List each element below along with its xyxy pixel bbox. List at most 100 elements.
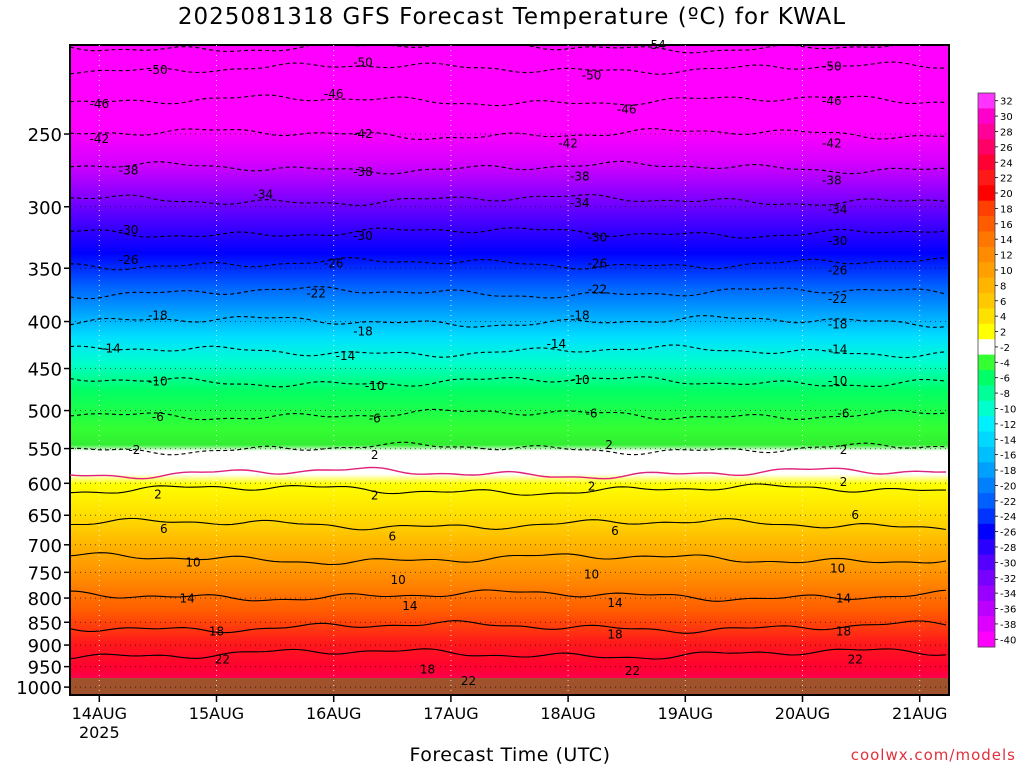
colorbar-label: -24: [1000, 512, 1016, 523]
colorbar-label: 18: [1000, 204, 1013, 215]
colorbar-label: 10: [1000, 266, 1013, 277]
contour-label: -18: [570, 309, 590, 323]
colorbar-swatch: [978, 400, 995, 417]
y-tick-label: 550: [28, 440, 62, 461]
colorbar-label: -30: [1000, 558, 1016, 569]
contour-label: -6: [369, 411, 381, 425]
isotherm-line: [70, 466, 947, 480]
colorbar-swatch: [978, 446, 995, 463]
contour-label: 6: [611, 524, 619, 538]
contour-label: -50: [582, 69, 602, 83]
contour-label: -54: [646, 38, 666, 52]
contour-label: -18: [353, 324, 373, 338]
contour-label: -18: [828, 318, 848, 332]
contour-label: -42: [558, 136, 578, 150]
colorbar-swatch: [978, 262, 995, 279]
contour-label: 18: [209, 625, 224, 639]
contour-label: -10: [828, 374, 848, 388]
contour-label: -14: [828, 342, 848, 356]
y-tick-label: 900: [28, 636, 62, 657]
contour-label: -38: [119, 164, 139, 178]
colorbar-swatch: [978, 139, 995, 156]
colorbar-label: 2: [1000, 328, 1006, 339]
contour-label: -26: [119, 253, 139, 267]
colorbar-swatch: [978, 477, 995, 494]
x-tick-label: 20AUG: [775, 704, 830, 723]
contour-label: -6: [152, 410, 164, 424]
x-tick-label: 18AUG: [540, 704, 595, 723]
colorbar-swatch: [978, 277, 995, 294]
contour-label: 14: [836, 592, 851, 606]
y-tick-label: 950: [28, 658, 62, 679]
x-axis-title: Forecast Time (UTC): [409, 744, 611, 766]
y-tick-label: 800: [28, 589, 62, 610]
colorbar-label: -28: [1000, 543, 1016, 554]
colorbar-swatch: [978, 169, 995, 186]
y-axis: 2503003504004505005506006507007508008509…: [16, 125, 70, 699]
temperature-field: [70, 45, 949, 695]
contour-label: -34: [828, 202, 848, 216]
colorbar-swatch: [978, 93, 995, 109]
colorbar-label: -40: [1000, 635, 1016, 646]
gridlines: [70, 45, 949, 695]
contour-label: -6: [838, 407, 850, 421]
contour-label: -22: [828, 292, 848, 306]
colorbar-label: 26: [1000, 143, 1013, 154]
isotherm-line: [70, 483, 947, 496]
x-tick-label: 21AUG: [892, 704, 947, 723]
colorbar-label: -4: [1000, 358, 1010, 369]
colorbar-label: -18: [1000, 466, 1016, 477]
colorbar-swatch: [978, 554, 995, 571]
contour-labels: -54 -50 -50 -50 -50 -46 -46 -46 -46 -42 -42 -42 -42 -…: [89, 38, 862, 688]
colorbar-swatch: [978, 293, 995, 309]
plot-frame: [69, 44, 950, 696]
colorbar-label: -14: [1000, 435, 1016, 446]
colorbar-swatch: [978, 108, 995, 125]
colorbar-label: 20: [1000, 189, 1013, 200]
y-tick-label: 450: [28, 360, 62, 381]
contour-label: -50: [822, 59, 842, 73]
colorbar-swatch: [978, 600, 995, 617]
credit-link[interactable]: coolwx.com/models: [850, 746, 1016, 764]
colorbar-label: -8: [1000, 389, 1010, 400]
colorbar-label: -6: [1000, 374, 1010, 385]
colorbar-swatch: [978, 339, 995, 356]
colorbar-swatch: [978, 231, 995, 248]
colorbar-label: -10: [1000, 404, 1016, 415]
contour-label: -30: [353, 229, 373, 243]
contour-label: -10: [570, 373, 590, 387]
colorbar-label: -36: [1000, 605, 1016, 616]
contour-label: -46: [324, 87, 344, 101]
x-tick-label: 17AUG: [423, 704, 478, 723]
colorbar-label: -22: [1000, 497, 1016, 508]
colorbar-label: 32: [1000, 97, 1013, 108]
colorbar-label: 6: [1000, 297, 1006, 308]
y-tick-label: 600: [28, 474, 62, 495]
colorbar-swatch: [978, 616, 995, 633]
contour-label: 6: [160, 522, 168, 536]
contour-label: -50: [353, 56, 373, 70]
isotherm-line: [70, 648, 947, 660]
contour-label: 2: [605, 438, 613, 452]
contour-label: -38: [353, 165, 373, 179]
y-tick-label: 1000: [16, 678, 62, 699]
colorbar-swatch: [978, 385, 995, 402]
contour-label: -14: [101, 342, 121, 356]
colorbar-label: 8: [1000, 281, 1006, 292]
contour-label: 10: [185, 556, 200, 570]
contour-label: 2: [371, 448, 379, 462]
contour-label: -46: [822, 94, 842, 108]
contour-label: -14: [336, 349, 356, 363]
colorbar-label: -38: [1000, 620, 1016, 631]
x-tick-label: 14AUG: [72, 704, 127, 723]
contour-label: -26: [828, 264, 848, 278]
contour-label: -50: [148, 63, 168, 77]
colorbar-swatch: [978, 585, 995, 602]
colorbar-swatch: [978, 246, 995, 263]
isotherm-contours: [70, 45, 947, 660]
contour-label: 22: [215, 652, 230, 666]
colorbar-label: 4: [1000, 312, 1006, 323]
contour-label: 22: [625, 664, 640, 678]
colorbar-swatch: [978, 493, 995, 509]
contour-label: 18: [836, 625, 851, 639]
